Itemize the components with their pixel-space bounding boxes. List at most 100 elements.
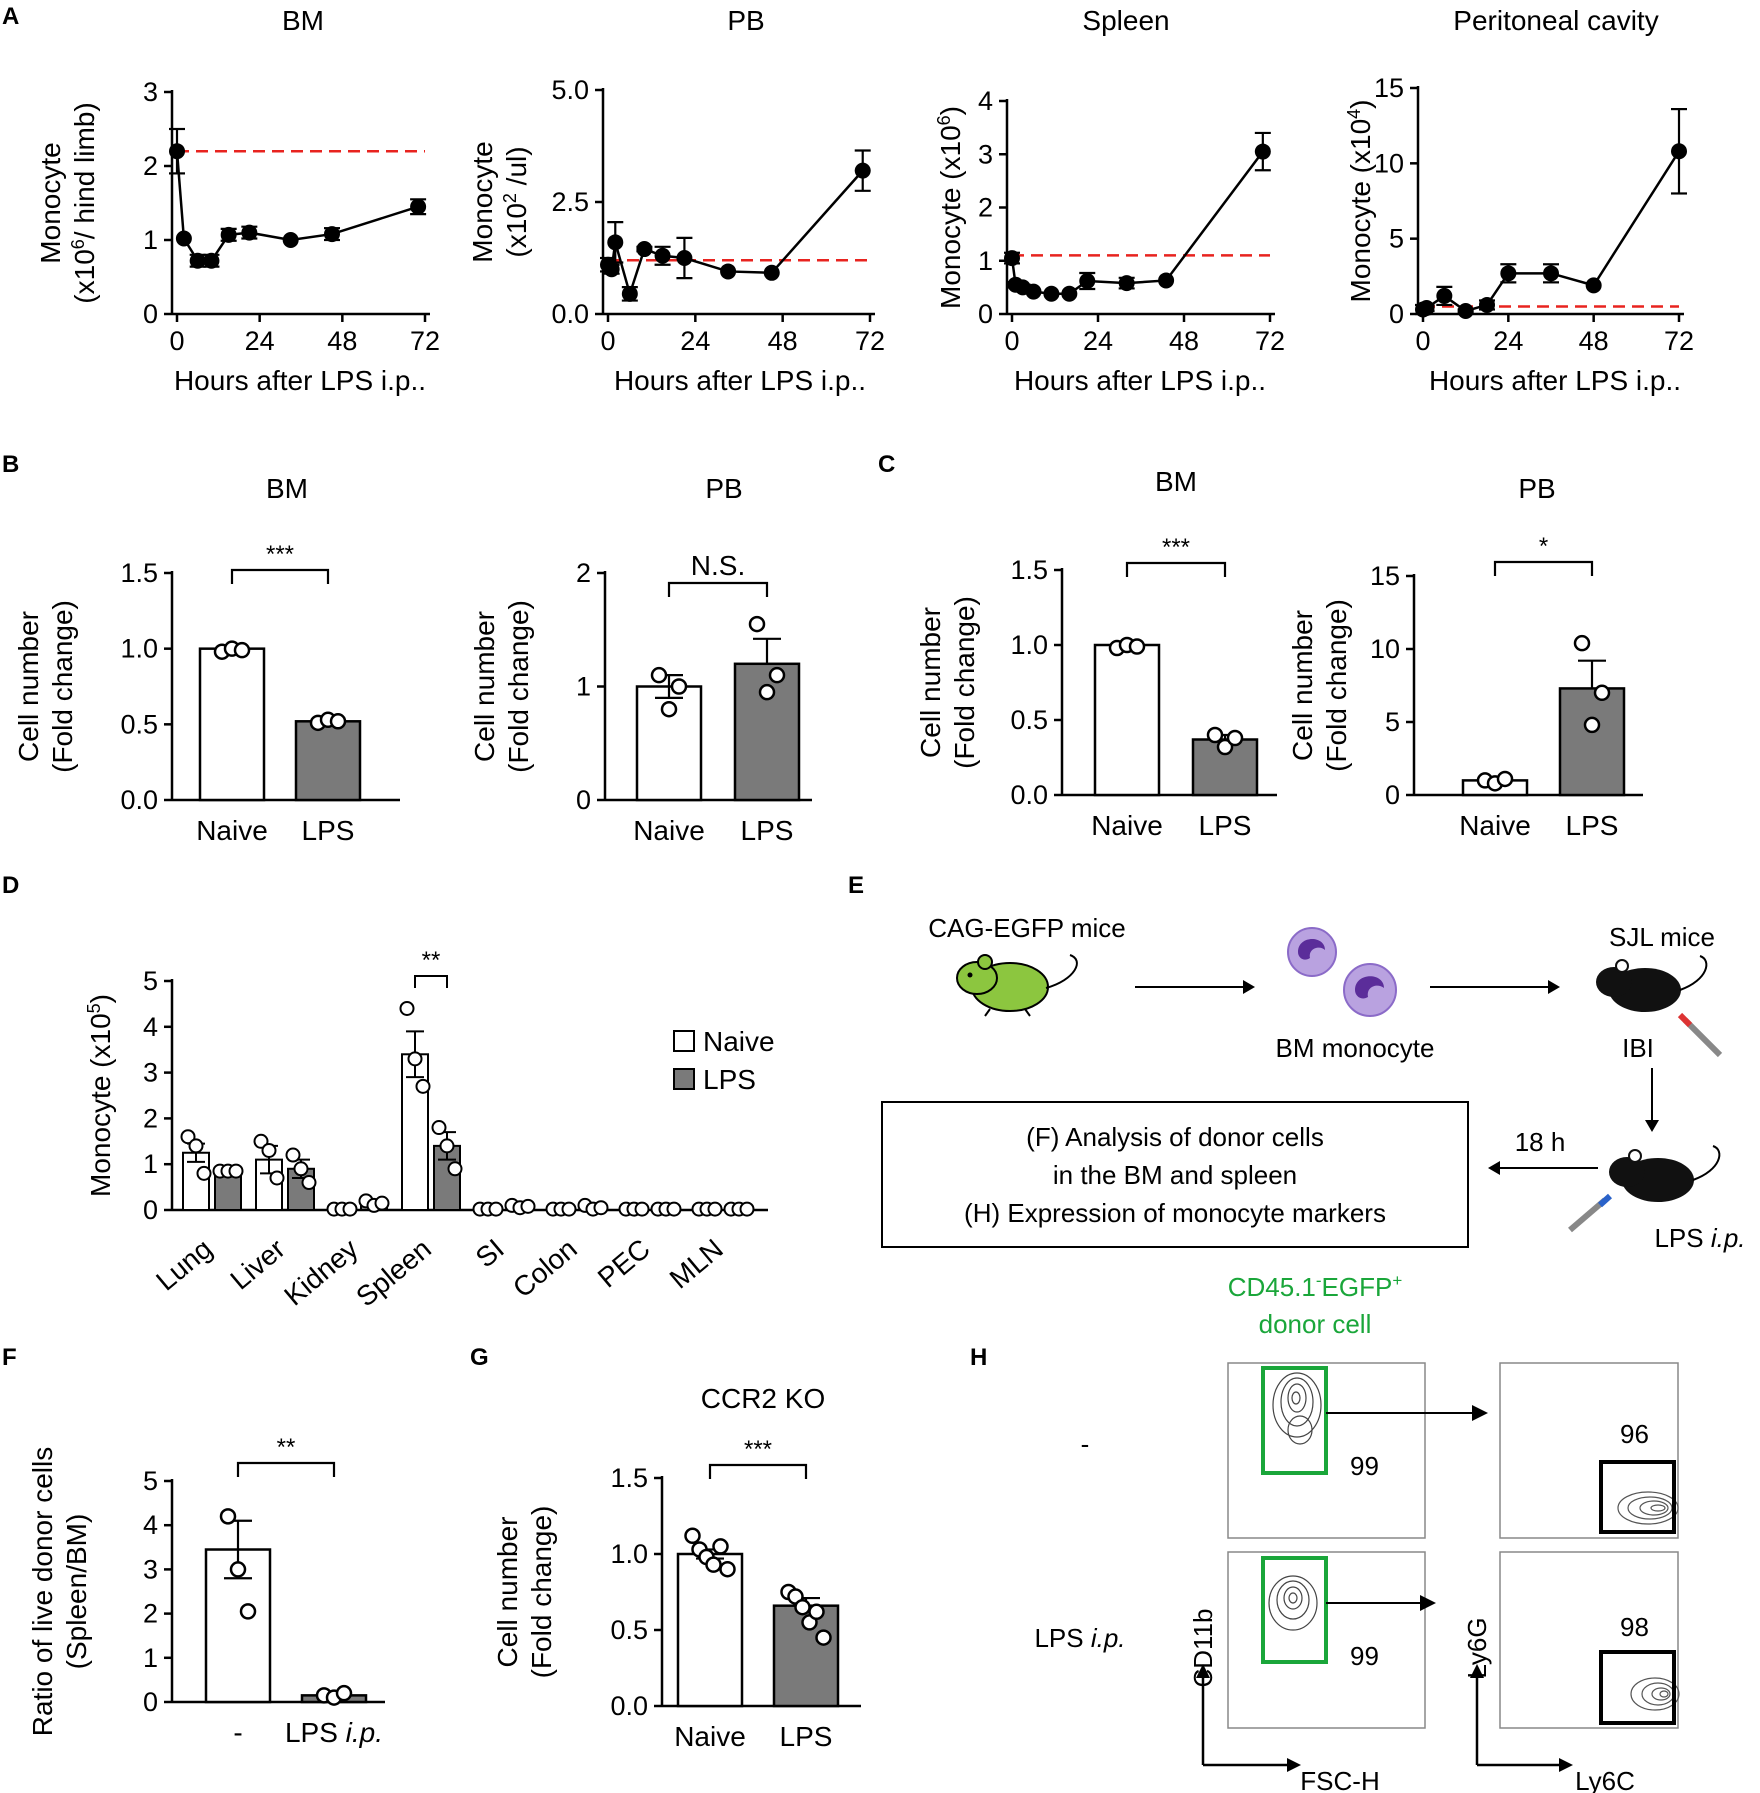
data-dot: [219, 1508, 237, 1525]
data-dot: [329, 713, 347, 730]
x-category-label: LPS: [780, 1721, 833, 1752]
y-axis-label-line-2: (Fold change): [503, 600, 534, 773]
x-tick-label: 72: [410, 326, 440, 356]
syringe-icon: [1677, 1012, 1723, 1058]
data-dot: [233, 641, 251, 659]
x-category-label: Colon: [507, 1233, 583, 1304]
y-axis-label: Ratio of live donor cells (Spleen/BM): [27, 1447, 92, 1736]
data-point: [763, 264, 780, 281]
data-dot: [335, 1684, 353, 1702]
y-axis-label-line-1: Cell number: [915, 607, 946, 758]
data-dot: [293, 1161, 309, 1177]
box-line-2: in the BM and spleen: [1053, 1160, 1297, 1190]
y-axis-label-line-2: (Fold change): [949, 596, 980, 769]
y-tick-label: 1: [143, 1149, 158, 1179]
x-category-label: LPS: [1566, 810, 1619, 841]
data-point: [324, 226, 340, 243]
data-point: [1254, 143, 1271, 160]
y-tick-label: 0: [978, 299, 993, 329]
panel-label-A: A: [2, 3, 19, 30]
y-tick-label: 3: [978, 139, 993, 169]
x-category-label: -: [233, 1717, 242, 1748]
analysis-box: [881, 1101, 1469, 1248]
charts-layer: BM 0 1 2 3 0 24 48 72 Hours after LPS i.p.. Monocy…: [13, 5, 1694, 1752]
data-point: [1118, 275, 1135, 292]
data-dot: [707, 1201, 723, 1217]
y-axis-label-line-2: (Fold change): [1321, 599, 1352, 772]
x-category-label: Naive: [1091, 810, 1163, 841]
y-tick-label: 10: [1374, 148, 1404, 178]
data-point: [1418, 299, 1435, 316]
significance-label: ***: [744, 1436, 772, 1463]
data-point: [720, 263, 737, 280]
x-axis-label: Hours after LPS i.p..: [174, 365, 426, 396]
x-category-label: PEC: [592, 1233, 656, 1294]
gate-value-1: 99: [1350, 1451, 1379, 1481]
significance-label: **: [277, 1434, 296, 1461]
y-tick-label: 1.0: [610, 1539, 648, 1569]
series-line: [607, 169, 864, 299]
data-point: [1079, 272, 1096, 289]
y-tick-label: 4: [978, 86, 993, 116]
treatment-label: LPS i.p.: [1654, 1223, 1745, 1253]
data-point: [241, 224, 258, 241]
black-mouse-icon: [1609, 1145, 1721, 1202]
data-dot: [712, 1538, 729, 1555]
data-point: [1671, 143, 1687, 160]
y-axis-label: Monocyte (x104): [1344, 100, 1376, 303]
x-tick-label: 24: [1083, 326, 1113, 356]
y-tick-label: 0.5: [120, 709, 158, 739]
y-axis-cd11b: CD11b: [1188, 1608, 1218, 1687]
y-tick-label: 0: [576, 785, 591, 815]
chart-title: BM: [282, 5, 324, 36]
data-dot: [593, 1200, 609, 1216]
panel-label-B: B: [2, 451, 19, 478]
y-axis-label: Monocyte (x106): [934, 106, 966, 309]
data-dot: [439, 1138, 455, 1154]
x-tick-label: 24: [1493, 326, 1523, 356]
x-category-label: MLN: [664, 1233, 729, 1295]
y-axis-label-line-1: Ratio of live donor cells: [27, 1447, 58, 1736]
data-dot: [431, 1120, 447, 1136]
y-tick-label: 1: [576, 672, 591, 702]
y-axis-label-line-1: Cell number: [13, 611, 44, 762]
x-axis-ly6c: Ly6C: [1575, 1766, 1635, 1793]
chart-title: Peritoneal cavity: [1453, 5, 1658, 36]
flow-plot-1: [1227, 1362, 1426, 1539]
y-tick-label: 2.5: [551, 187, 589, 217]
data-point: [854, 162, 871, 179]
y-axis-label-text: Monocyte (x106): [934, 106, 966, 309]
y-tick-label: 0: [143, 1687, 158, 1717]
bar: [198, 647, 266, 802]
y-axis-label-line-1: Cell number: [1287, 610, 1318, 761]
y-axis-label: Cell number (Fold change): [469, 600, 534, 773]
data-point: [1025, 283, 1042, 300]
y-tick-label: 0.5: [1010, 705, 1048, 735]
data-point: [603, 261, 620, 278]
gate-black-2: [1599, 1650, 1676, 1725]
x-category-label: SI: [470, 1233, 510, 1274]
panel-label-D: D: [2, 872, 19, 899]
gate-arrow-2: [1420, 1595, 1436, 1611]
x-category-label: LPS: [1199, 810, 1252, 841]
chart-title: BM: [266, 473, 308, 504]
y-axis-label: Cell number (Fold change): [492, 1506, 557, 1679]
x-tick-label: 48: [1169, 326, 1199, 356]
y-tick-label: 2: [143, 1103, 158, 1133]
legend-swatch-naive: [673, 1030, 695, 1052]
y-axis-label-line-2: (Fold change): [526, 1506, 557, 1679]
data-dot: [196, 1165, 212, 1181]
flow-header-line-1: CD45.1-EGFP+: [1228, 1271, 1403, 1302]
gate-arrow-1: [1472, 1405, 1488, 1421]
data-dot: [1496, 770, 1514, 788]
data-dot: [488, 1201, 504, 1217]
bar-chart-B2: PB 0 1 2 Cell number (Fold change) Naive LPS N.S…: [469, 473, 812, 846]
panel-label-H: H: [970, 1344, 987, 1371]
data-dot: [634, 1201, 650, 1217]
bar: [676, 1552, 744, 1708]
flow-header-line-2: donor cell: [1259, 1309, 1372, 1339]
data-point: [1500, 265, 1517, 282]
data-dot: [261, 1142, 277, 1158]
data-dot: [374, 1195, 390, 1211]
x-category-label: LPS: [741, 815, 794, 846]
